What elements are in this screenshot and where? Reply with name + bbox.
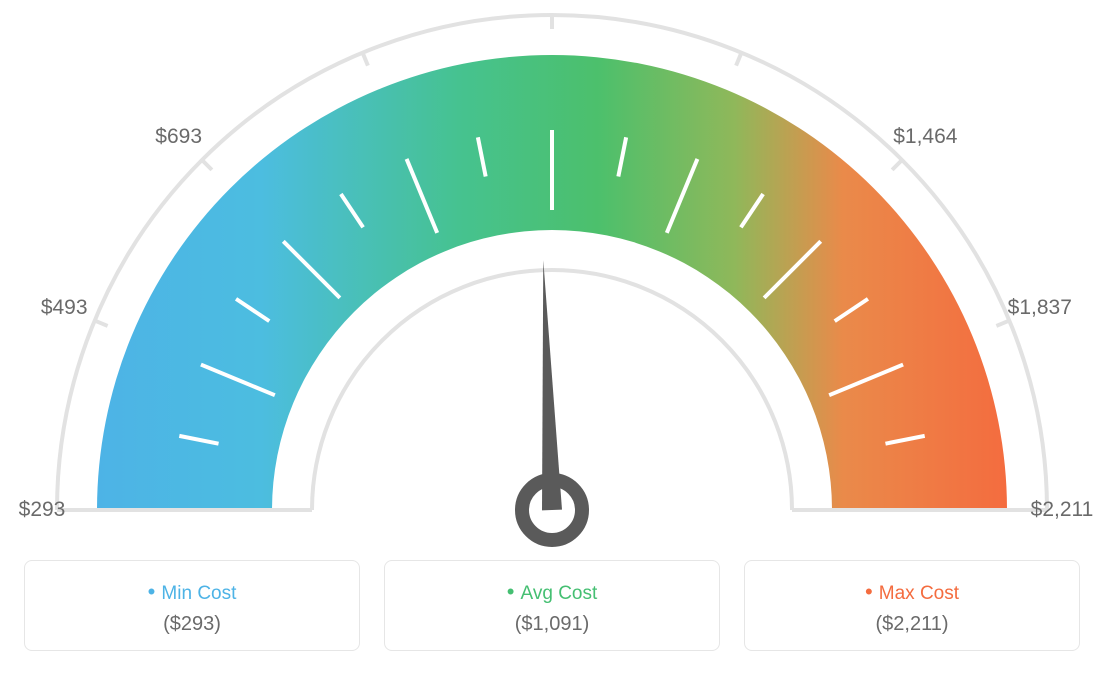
- legend-card-max: Max Cost ($2,211): [744, 560, 1080, 651]
- gauge-tick-label: $693: [155, 125, 202, 149]
- legend-row: Min Cost ($293) Avg Cost ($1,091) Max Co…: [0, 560, 1104, 651]
- legend-card-avg: Avg Cost ($1,091): [384, 560, 720, 651]
- gauge-tick-label: $1,837: [1008, 296, 1072, 320]
- legend-value-avg: ($1,091): [385, 613, 719, 636]
- gauge-tick-label: $493: [41, 296, 88, 320]
- legend-value-max: ($2,211): [745, 613, 1079, 636]
- gauge-tick-label: $2,211: [1031, 498, 1094, 522]
- legend-title-avg: Avg Cost: [385, 579, 719, 605]
- gauge-tick-label: $1,464: [893, 125, 957, 149]
- gauge-tick-label: $293: [19, 498, 66, 522]
- legend-title-min: Min Cost: [25, 579, 359, 605]
- legend-title-max: Max Cost: [745, 579, 1079, 605]
- legend-value-min: ($293): [25, 613, 359, 636]
- gauge-chart: $293$493$693$1,091$1,464$1,837$2,211: [0, 0, 1104, 560]
- gauge-svg: [0, 0, 1104, 560]
- legend-card-min: Min Cost ($293): [24, 560, 360, 651]
